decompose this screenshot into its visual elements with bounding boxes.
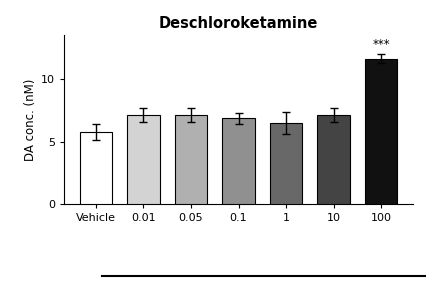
Bar [175, 115, 207, 204]
Text: ***: *** [372, 38, 390, 51]
Title: Deschloroketamine: Deschloroketamine [159, 16, 318, 31]
Y-axis label: DA conc. (nM): DA conc. (nM) [24, 79, 37, 161]
Bar [270, 123, 302, 204]
Bar [365, 59, 397, 204]
Bar [80, 132, 112, 204]
Bar [222, 119, 255, 204]
Bar [127, 115, 160, 204]
Bar [317, 115, 350, 204]
